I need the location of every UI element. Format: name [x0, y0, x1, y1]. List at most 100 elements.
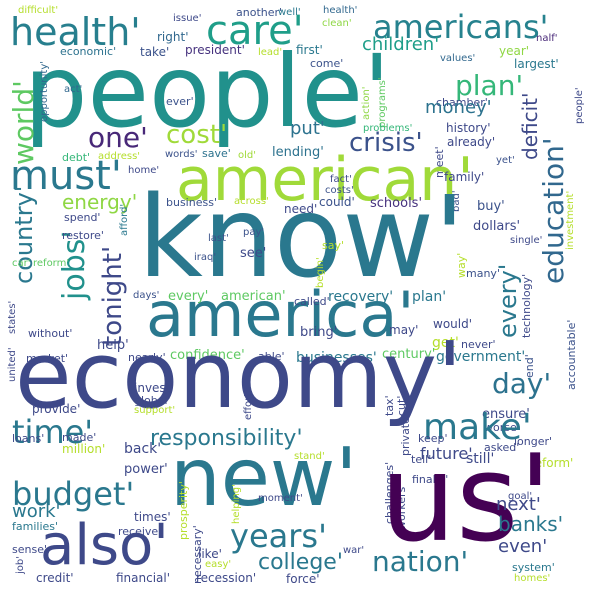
word-times: times'	[134, 510, 171, 524]
word-accountable: accountable'	[565, 319, 578, 390]
word-pay: pay'	[243, 227, 265, 238]
word-well: well'	[278, 7, 301, 18]
word-homes: homes'	[514, 573, 551, 584]
word-last: last'	[208, 233, 229, 244]
word-already: already'	[447, 135, 496, 149]
word-health-small: health'	[323, 5, 358, 16]
word-cost: cost'	[166, 120, 228, 150]
word-us: us'	[380, 430, 552, 569]
word-would: would'	[433, 317, 473, 331]
word-schools: schools'	[370, 196, 423, 211]
word-iraq: iraq'	[194, 252, 217, 263]
word-global: global'	[134, 394, 171, 407]
word-back: back'	[124, 441, 162, 457]
word-values: values'	[440, 53, 476, 64]
word-still: still'	[466, 451, 495, 467]
word-lead: lead'	[258, 47, 283, 58]
word-american-small: american'	[221, 289, 286, 304]
word-provide: provide'	[32, 402, 81, 416]
word-know: know'	[138, 173, 465, 303]
word-energy: energy'	[62, 190, 138, 214]
word-people: people'	[24, 33, 391, 150]
word-come: come'	[310, 57, 344, 70]
word-also: also'	[40, 513, 169, 578]
word-responsibility: responsibility'	[150, 426, 303, 451]
word-lending: lending'	[272, 145, 324, 160]
word-say: say'	[322, 239, 345, 252]
word-invest: invest'	[134, 381, 174, 395]
word-across: across'	[234, 196, 269, 207]
word-afford: afford'	[119, 203, 130, 236]
word-dollars: dollars'	[473, 219, 521, 234]
word-home: home'	[128, 165, 160, 176]
word-longer: longer'	[514, 435, 553, 448]
word-buy: buy'	[477, 199, 505, 214]
word-businesses: businesses'	[296, 350, 377, 366]
word-recession: recession'	[196, 571, 257, 585]
word-never: never'	[461, 338, 496, 351]
word-finally: finally'	[412, 473, 449, 486]
word-next: next'	[496, 494, 541, 515]
word-single: single'	[510, 235, 543, 246]
word-get: get'	[432, 335, 459, 351]
word-days: days'	[133, 290, 160, 301]
word-war: war'	[343, 545, 365, 556]
word-asked: asked'	[484, 441, 520, 454]
word-day: day'	[492, 367, 552, 400]
word-worse: worse'	[484, 421, 520, 434]
word-nearly: nearly'	[128, 351, 166, 364]
word-families: families'	[12, 520, 59, 533]
word-banks: banks'	[498, 512, 564, 536]
word-easy: easy'	[205, 559, 232, 570]
word-new: new'	[170, 431, 358, 524]
word-history: history'	[446, 121, 491, 135]
word-half: half'	[536, 33, 558, 44]
word-called: called'	[294, 295, 330, 308]
word-force: force'	[286, 572, 320, 586]
word-market: market'	[26, 352, 69, 365]
word-first: first'	[296, 43, 323, 57]
word-budget: budget'	[12, 475, 135, 513]
word-made: made'	[62, 431, 97, 444]
word-without: without'	[28, 327, 73, 340]
word-work: work'	[12, 501, 61, 522]
word-able: able'	[258, 350, 285, 363]
word-save: save'	[202, 147, 231, 160]
word-fact: fact'	[330, 174, 352, 185]
word-costs: costs'	[325, 185, 354, 196]
word-effort: effort'	[243, 390, 254, 420]
word-could: could'	[319, 195, 355, 209]
word-job: job'	[15, 556, 26, 574]
word-every-small: every'	[168, 289, 209, 304]
word-right: right'	[157, 30, 189, 44]
word-crisis: crisis'	[349, 128, 423, 158]
word-act: act'	[64, 84, 83, 95]
word-investment: investment'	[565, 190, 576, 250]
word-old: old'	[238, 150, 256, 161]
word-keep: keep'	[418, 432, 448, 445]
word-put: put'	[290, 118, 325, 139]
word-clean: clean'	[322, 18, 352, 29]
word-business: business'	[166, 196, 217, 209]
word-chamber: chamber'	[436, 96, 488, 109]
word-need: need'	[284, 202, 318, 216]
word-time: time'	[12, 413, 94, 451]
word-economy: economy'	[15, 322, 463, 429]
word-sense: sense'	[12, 543, 47, 556]
word-address: address'	[98, 151, 141, 162]
word-education: education'	[537, 137, 570, 284]
word-health: health'	[10, 10, 141, 54]
word-restore: restore'	[62, 229, 104, 242]
word-ever: ever'	[166, 95, 194, 108]
word-goal: goal'	[508, 491, 533, 502]
word-car: car'	[12, 258, 31, 269]
word-reform-top: reform'	[33, 258, 70, 269]
word-care: care'	[206, 8, 304, 54]
word-plan-large: plan'	[455, 69, 524, 102]
word-america: america'	[146, 278, 415, 351]
word-prosperity: prosperity'	[177, 481, 190, 540]
word-nation: nation'	[372, 545, 469, 578]
word-one: one'	[88, 121, 148, 154]
word-economic: economic'	[60, 45, 117, 58]
